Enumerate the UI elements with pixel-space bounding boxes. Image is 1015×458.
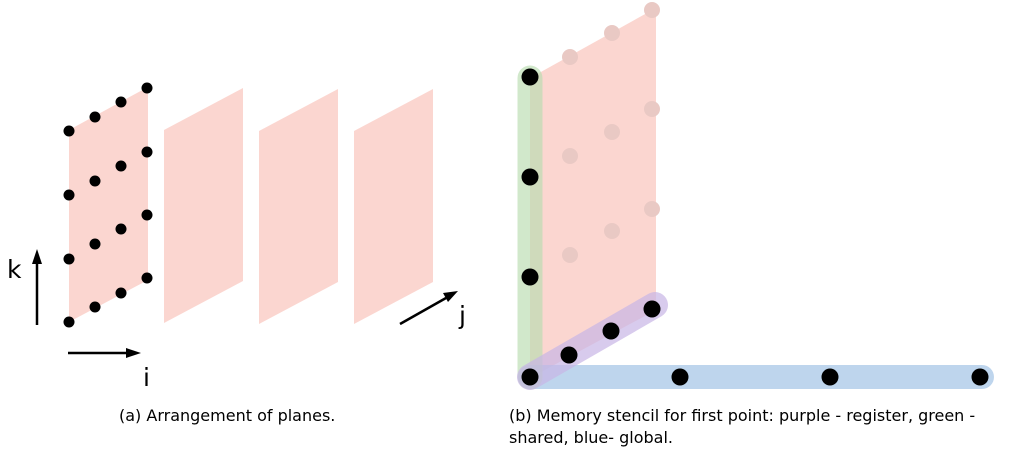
stencil-point	[521, 68, 539, 86]
faded-point	[644, 101, 660, 117]
plane-2	[164, 88, 243, 323]
faded-point	[644, 201, 660, 217]
stencil-point	[521, 168, 539, 186]
caption-arrangement-of-planes: (a) Arrangement of planes.	[119, 406, 336, 425]
k-axis-arrow	[32, 249, 42, 325]
faded-point	[562, 247, 578, 263]
i-axis-label: i	[143, 363, 150, 392]
plane-arrangement-panel: k i j	[7, 82, 466, 392]
grid-point	[115, 287, 127, 299]
faded-point	[562, 49, 578, 65]
grid-point	[115, 223, 127, 235]
stencil-points	[521, 68, 989, 386]
memory-stencil-panel	[517, 2, 994, 390]
stencil-plane	[530, 8, 656, 378]
grid-point	[63, 253, 75, 265]
stencil-point	[671, 368, 689, 386]
register-band	[517, 292, 668, 390]
stencil-point	[971, 368, 989, 386]
plane-1	[69, 87, 148, 322]
faded-point	[562, 148, 578, 164]
grid-point	[89, 111, 101, 123]
stencil-point	[521, 368, 539, 386]
stencil-point	[643, 300, 661, 318]
plane-3	[259, 89, 338, 324]
i-axis-arrow	[68, 348, 141, 358]
stencil-point	[560, 346, 578, 364]
faded-point	[604, 124, 620, 140]
k-axis-label: k	[7, 255, 22, 284]
stencil-point	[821, 368, 839, 386]
j-axis-arrow	[399, 291, 458, 326]
grid-point	[141, 272, 153, 284]
grid-point	[141, 209, 153, 221]
j-axis-label: j	[458, 301, 466, 330]
stencil-point	[521, 268, 539, 286]
grid-point	[141, 82, 153, 94]
faded-point	[644, 2, 660, 18]
grid-point	[115, 160, 127, 172]
grid-point	[89, 301, 101, 313]
faded-points	[562, 2, 660, 263]
plane-1-points	[63, 82, 153, 328]
grid-point	[89, 238, 101, 250]
faded-point	[604, 25, 620, 41]
grid-point	[115, 96, 127, 108]
grid-point	[141, 146, 153, 158]
grid-point	[63, 125, 75, 137]
grid-point	[63, 189, 75, 201]
faded-point	[604, 223, 620, 239]
grid-point	[63, 316, 75, 328]
grid-point	[89, 175, 101, 187]
caption-memory-stencil: (b) Memory stencil for first point: purp…	[509, 406, 976, 447]
plane-4	[354, 89, 433, 324]
stencil-point	[602, 322, 620, 340]
